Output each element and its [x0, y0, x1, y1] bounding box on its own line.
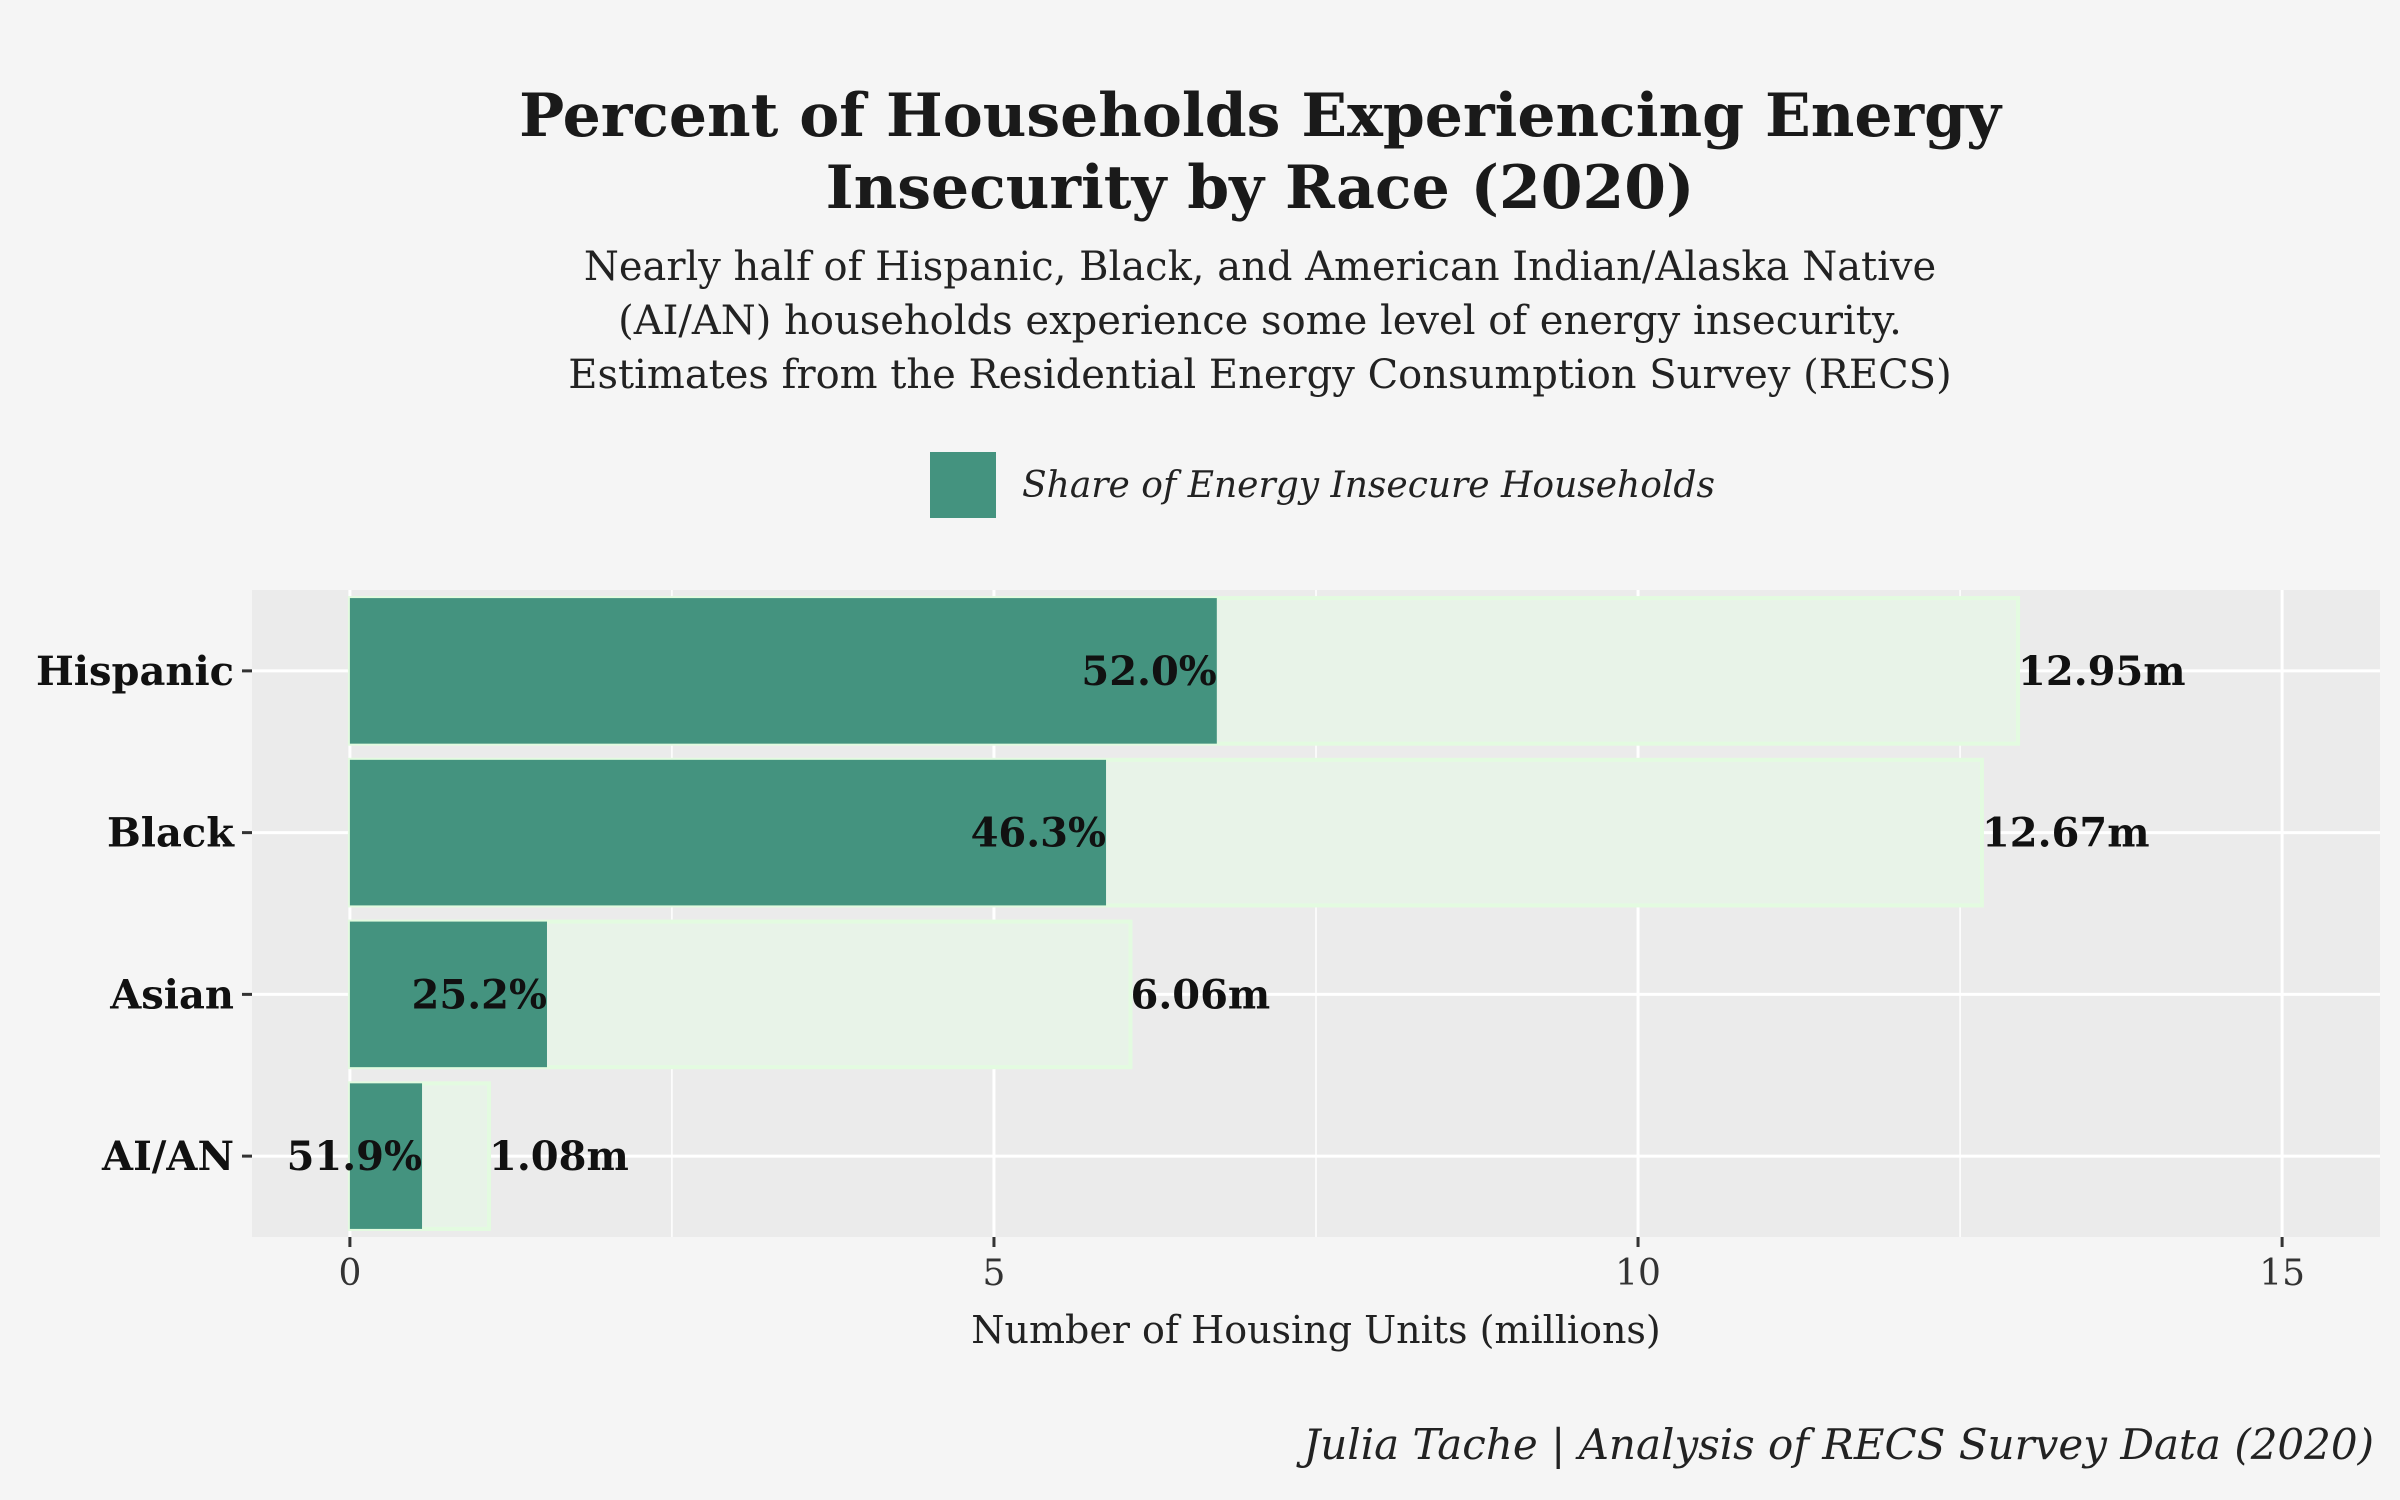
y-tick-label: Black — [107, 810, 235, 857]
legend-swatch — [930, 452, 996, 518]
y-tick-label: AI/AN — [101, 1133, 234, 1180]
percent-label: 46.3% — [971, 810, 1106, 857]
chart-title-line: Percent of Households Experiencing Energ… — [519, 81, 2001, 151]
total-label: 12.95m — [2018, 648, 2186, 695]
chart-legend: Share of Energy Insecure Households — [930, 452, 1715, 518]
legend-label: Share of Energy Insecure Households — [1022, 464, 1715, 506]
chart-title-line: Insecurity by Race (2020) — [825, 153, 1695, 223]
insecure-bar — [349, 759, 1107, 906]
percent-label: 52.0% — [1081, 648, 1216, 695]
y-tick-label: Hispanic — [36, 648, 234, 695]
chart-subtitle: Nearly half of Hispanic, Black, and Amer… — [0, 240, 2400, 402]
percent-label: 25.2% — [412, 971, 547, 1018]
x-axis-title: Number of Housing Units (millions) — [971, 1308, 1661, 1352]
x-tick-label: 0 — [338, 1253, 361, 1294]
y-tick-label: Asian — [109, 971, 234, 1018]
chart-title: Percent of Households Experiencing Energ… — [0, 80, 2400, 224]
y-axis: Hispanic Black Asian AI/AN — [36, 648, 252, 1180]
total-label: 12.67m — [1982, 810, 2150, 857]
chart-subtitle-line: Nearly half of Hispanic, Black, and Amer… — [583, 244, 1937, 290]
x-axis: 0 5 10 15 — [338, 1237, 2305, 1294]
chart-subtitle-line: (AI/AN) households experience some level… — [618, 298, 1902, 344]
total-label: 6.06m — [1131, 971, 1271, 1018]
total-label: 1.08m — [489, 1133, 629, 1180]
chart-subtitle-line: Estimates from the Residential Energy Co… — [568, 352, 1952, 398]
insecure-bar — [349, 1083, 423, 1229]
insecure-bar — [349, 921, 547, 1068]
x-tick-label: 5 — [983, 1253, 1006, 1294]
data-labels: 52.0% 12.95m 46.3% 12.67m 25.2% 6.06m 51.9% 1.0… — [287, 648, 2186, 1180]
insecure-bar — [349, 598, 1217, 744]
x-tick-label: 10 — [1615, 1253, 1661, 1294]
chart-caption: Julia Tache | Analysis of RECS Survey Da… — [1303, 1420, 2374, 1469]
bars — [347, 596, 2021, 1231]
percent-label: 51.9% — [287, 1133, 422, 1180]
x-tick-label: 15 — [2259, 1253, 2305, 1294]
